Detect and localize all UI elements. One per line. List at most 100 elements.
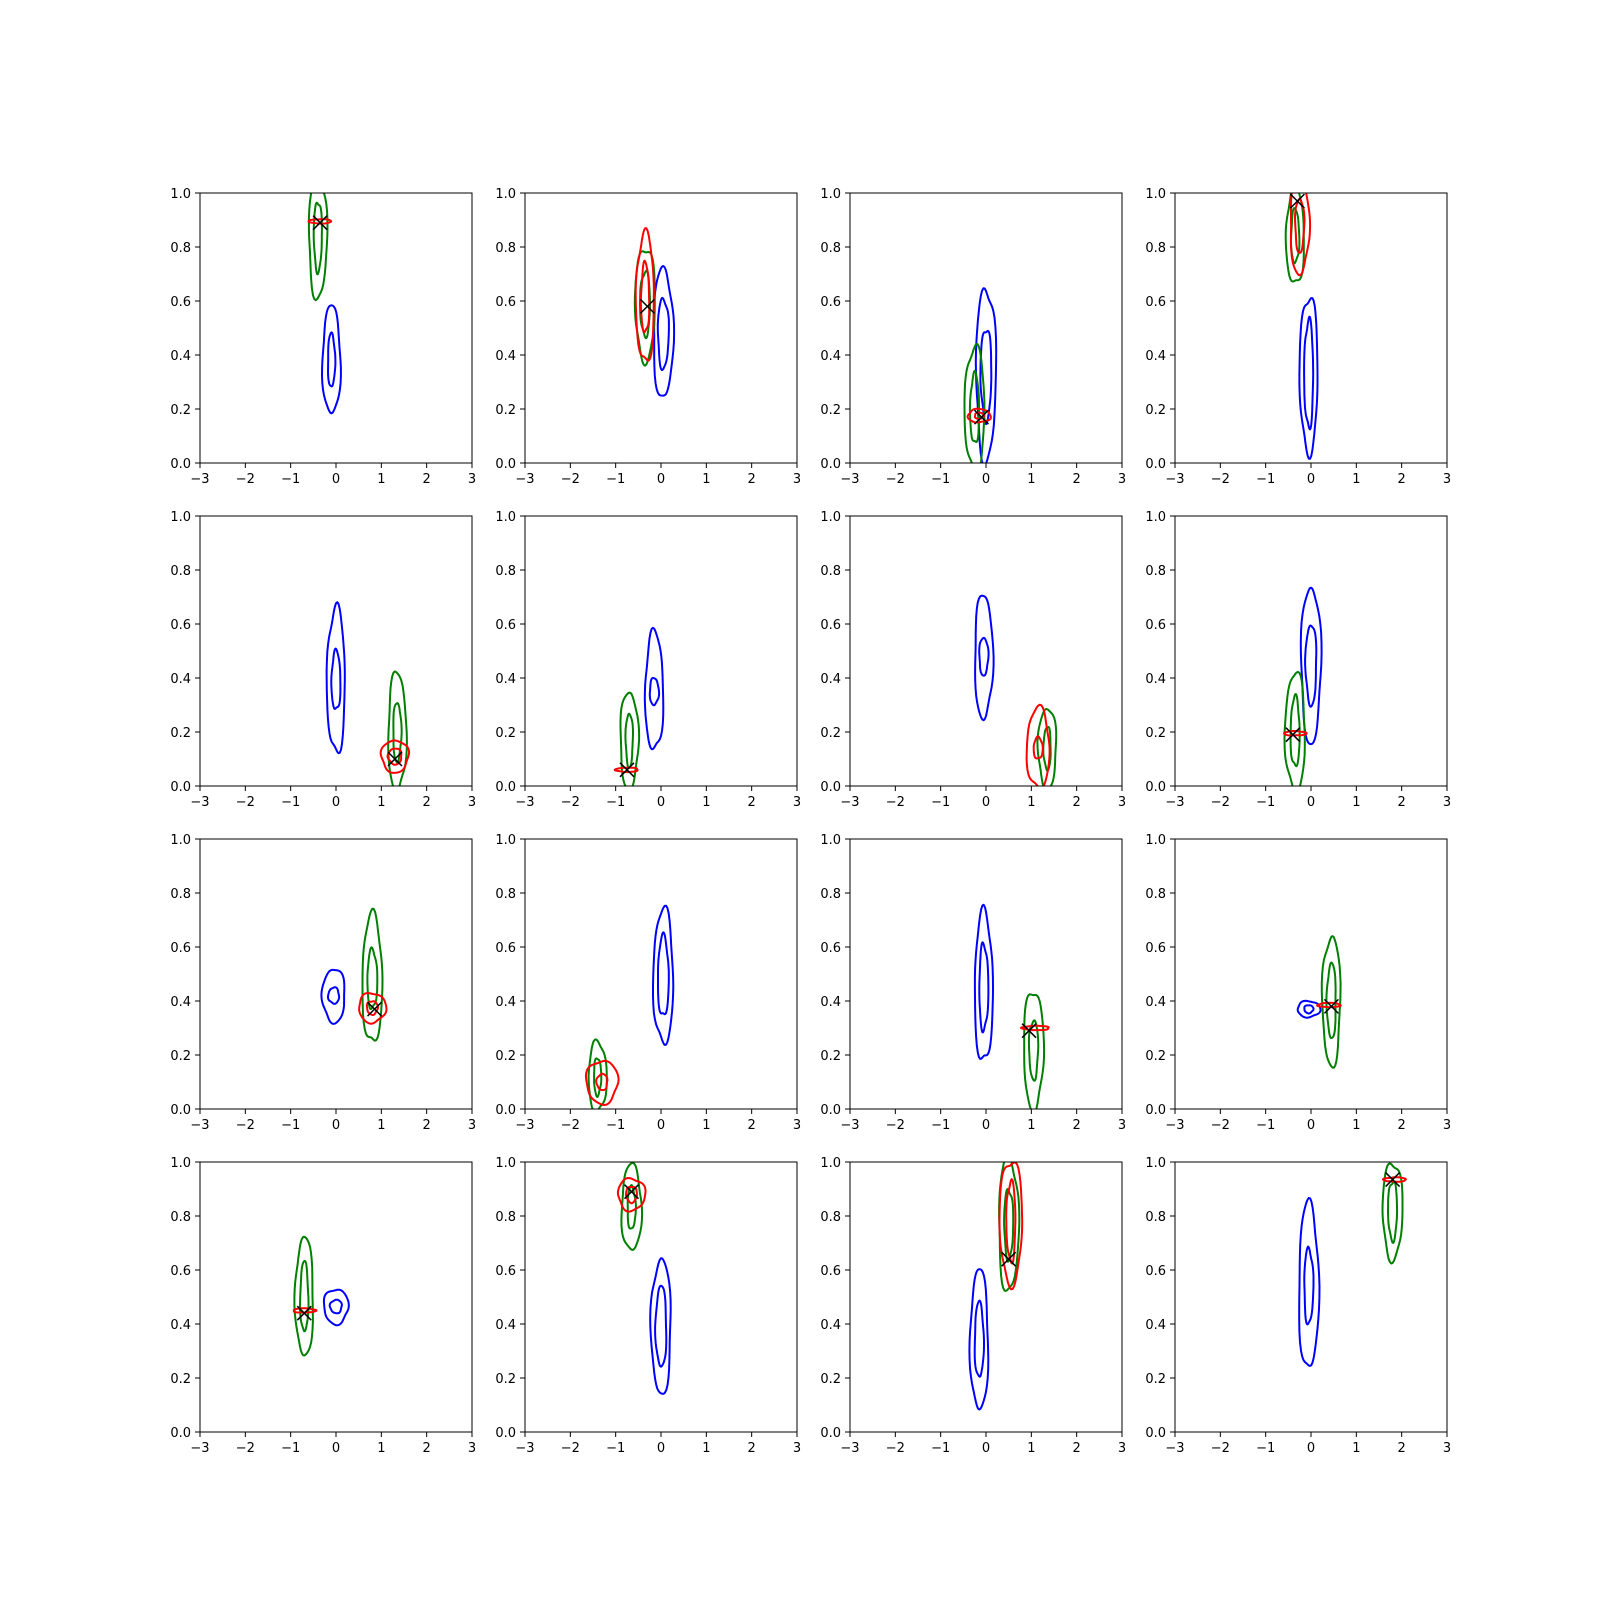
x-tick-label: −3: [840, 1118, 859, 1133]
x-tick-label: 3: [468, 1118, 476, 1133]
axes-frame: [524, 192, 798, 464]
axes-frame: [1174, 838, 1448, 1110]
panel-13: −3 −2 −1 0 1 2 3 0.0 0.2 0.4 0.6 0.8 1.0: [170, 1156, 476, 1456]
y-tick-label: 0.6: [1145, 295, 1166, 310]
panel-1: −3 −2 −1 0 1 2 3 0.0 0.2 0.4 0.6 0.8 1.0: [170, 187, 476, 487]
red-contour-level-2: [639, 259, 651, 334]
x-tick-label: −2: [886, 1118, 905, 1133]
x-marker: [624, 1184, 640, 1200]
blue-contour-level-1: [974, 287, 998, 463]
axes-frame: [199, 1161, 473, 1433]
x-tick-label: 2: [1073, 795, 1081, 810]
blue-contour-level-1: [649, 1257, 672, 1395]
green-contour-level-2: [1387, 1180, 1399, 1244]
green-contour-level-2: [312, 201, 323, 276]
x-tick-label: 2: [748, 795, 756, 810]
x-tick-label: 2: [1073, 1441, 1081, 1456]
y-tick-label: 0.2: [495, 726, 516, 741]
y-tick-label: 0.8: [1145, 1210, 1166, 1225]
panel-12: −3 −2 −1 0 1 2 3 0.0 0.2 0.4 0.6 0.8 1.0: [1145, 833, 1451, 1133]
y-tick-label: 0.0: [170, 1426, 191, 1441]
x-tick-label: −2: [236, 1118, 255, 1133]
y-tick-label: 0.6: [820, 295, 841, 310]
red-contour-level-1: [1020, 1024, 1050, 1032]
plot-area: [292, 1235, 350, 1357]
y-tick-label: 0.6: [495, 295, 516, 310]
y-tick-label: 0.4: [170, 349, 191, 364]
y-tick-label: 1.0: [495, 510, 516, 525]
panel-4: −3 −2 −1 0 1 2 3 0.0 0.2 0.4 0.6 0.8 1.0: [1145, 187, 1451, 487]
blue-contour-level-2: [978, 941, 990, 1034]
axes-frame: [1174, 515, 1448, 787]
x-tick-label: −1: [606, 795, 625, 810]
green-contour-level-2: [1027, 1019, 1040, 1082]
y-tick-label: 0.4: [1145, 1318, 1166, 1333]
red-contour-level-1: [584, 1059, 620, 1106]
y-tick-label: 0.0: [1145, 1103, 1166, 1118]
x-tick-label: 0: [657, 795, 665, 810]
y-tick-label: 1.0: [1145, 187, 1166, 202]
blue-contour-level-2: [1303, 1004, 1315, 1015]
y-tick-label: 0.8: [495, 1210, 516, 1225]
green-contour-level-1: [619, 691, 641, 786]
plot-area: [968, 1162, 1024, 1411]
y-tick-label: 0.8: [495, 241, 516, 256]
y-tick-label: 1.0: [820, 833, 841, 848]
axes-frame: [524, 1161, 798, 1433]
panel-8: −3 −2 −1 0 1 2 3 0.0 0.2 0.4 0.6 0.8 1.0: [1145, 510, 1451, 810]
x-tick-label: 0: [982, 795, 990, 810]
blue-contour-level-1: [1296, 999, 1322, 1019]
green-contour-level-2: [593, 1057, 603, 1098]
x-tick-label: 3: [793, 1441, 801, 1456]
panel-2: −3 −2 −1 0 1 2 3 0.0 0.2 0.4 0.6 0.8 1.0: [495, 187, 801, 487]
y-tick-label: 0.2: [820, 403, 841, 418]
y-tick-label: 0.2: [495, 1372, 516, 1387]
plot-area: [613, 626, 665, 786]
axes-frame: [199, 192, 473, 464]
y-tick-label: 0.6: [170, 295, 191, 310]
plot-area: [973, 903, 1050, 1109]
y-tick-label: 0.8: [170, 564, 191, 579]
y-tick-label: 0.0: [820, 1103, 841, 1118]
x-tick-label: −3: [840, 1441, 859, 1456]
x-tick-label: 1: [1352, 795, 1360, 810]
x-tick-label: −1: [1256, 1118, 1275, 1133]
x-tick-label: −3: [1165, 1441, 1184, 1456]
y-tick-label: 0.8: [170, 241, 191, 256]
x-tick-label: 0: [1307, 1118, 1315, 1133]
y-tick-label: 0.8: [820, 887, 841, 902]
y-tick-label: 1.0: [495, 1156, 516, 1171]
x-tick-label: −3: [1165, 1118, 1184, 1133]
x-marker: [296, 1305, 312, 1321]
x-tick-label: 1: [702, 1118, 710, 1133]
blue-contour-level-2: [1304, 624, 1318, 708]
x-tick-label: 0: [1307, 795, 1315, 810]
x-tick-label: 0: [657, 1118, 665, 1133]
panel-5: −3 −2 −1 0 1 2 3 0.0 0.2 0.4 0.6 0.8 1.0: [170, 510, 476, 810]
y-tick-label: 0.4: [820, 349, 841, 364]
y-tick-label: 0.6: [820, 1264, 841, 1279]
panel-10: −3 −2 −1 0 1 2 3 0.0 0.2 0.4 0.6 0.8 1.0: [495, 833, 801, 1133]
axes-frame: [849, 515, 1123, 787]
x-tick-label: 2: [748, 1118, 756, 1133]
x-marker: [1385, 1172, 1401, 1188]
y-tick-label: 0.8: [820, 564, 841, 579]
x-marker: [973, 409, 989, 425]
x-tick-label: 2: [1398, 1441, 1406, 1456]
blue-contour-level-1: [973, 903, 994, 1060]
x-marker: [1285, 727, 1301, 743]
green-contour-level-1: [1023, 993, 1046, 1109]
x-marker: [367, 1001, 383, 1017]
x-tick-label: 0: [332, 795, 340, 810]
y-tick-label: 1.0: [820, 187, 841, 202]
x-tick-label: −2: [561, 1118, 580, 1133]
x-tick-label: −2: [886, 472, 905, 487]
blue-contour-level-2: [973, 1299, 985, 1378]
red-contour-level-2: [1005, 1178, 1017, 1265]
y-tick-label: 0.6: [1145, 1264, 1166, 1279]
x-tick-label: 0: [657, 1441, 665, 1456]
y-tick-label: 0.2: [820, 726, 841, 741]
x-tick-label: 3: [793, 1118, 801, 1133]
y-tick-label: 0.6: [1145, 941, 1166, 956]
x-tick-label: 1: [1027, 1118, 1035, 1133]
